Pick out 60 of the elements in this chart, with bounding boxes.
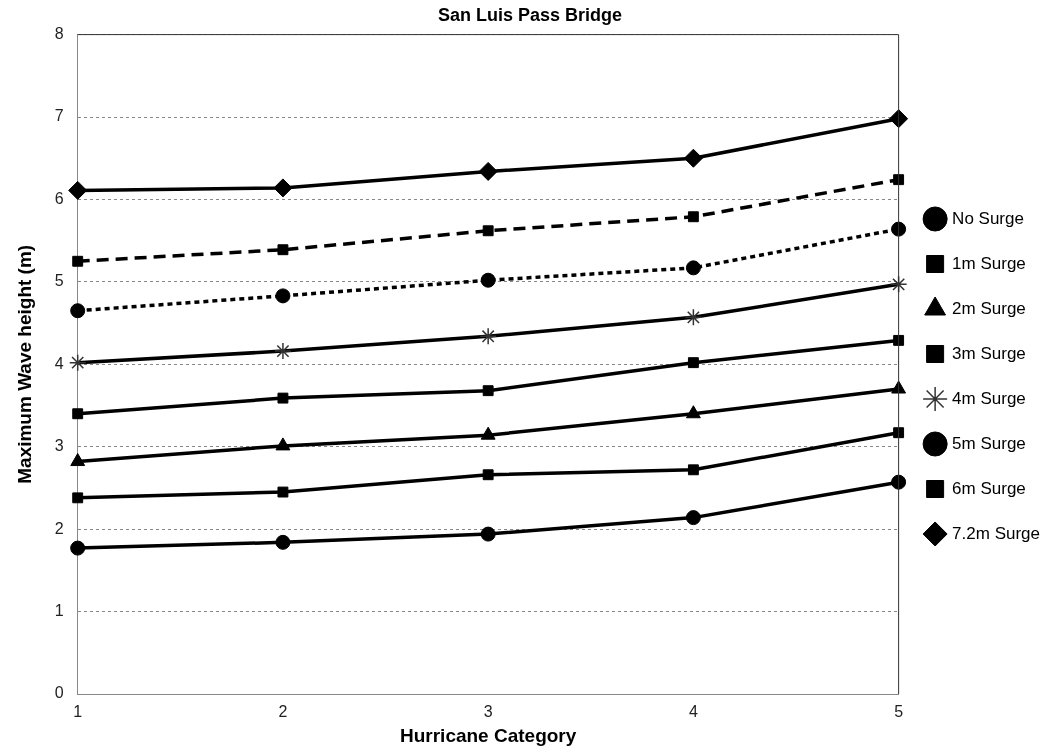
point xyxy=(687,464,699,476)
y-tick-label: 8 xyxy=(54,25,64,43)
legend-label: 2m Surge xyxy=(952,298,1026,318)
point xyxy=(891,380,907,394)
point xyxy=(891,221,907,237)
point xyxy=(685,405,701,419)
point xyxy=(685,260,701,276)
point xyxy=(72,492,84,504)
y-tick-label: 7 xyxy=(54,107,64,125)
y-tick-label: 2 xyxy=(54,519,64,537)
x-tick-label: 4 xyxy=(688,703,698,721)
point xyxy=(72,408,84,420)
point xyxy=(277,392,289,404)
legend-label: 3m Surge xyxy=(952,343,1026,363)
legend-label: 6m Surge xyxy=(952,478,1026,498)
point xyxy=(687,357,699,369)
point xyxy=(482,469,494,481)
y-tick-label: 3 xyxy=(54,437,64,455)
x-tick-label: 5 xyxy=(894,703,904,721)
point xyxy=(275,437,291,451)
point xyxy=(68,180,88,200)
point xyxy=(72,255,84,267)
point xyxy=(275,534,291,550)
point xyxy=(277,244,289,256)
point xyxy=(480,272,496,288)
legend-label: 1m Surge xyxy=(952,253,1026,273)
x-axis-title: Hurricane Category xyxy=(399,724,577,746)
point xyxy=(893,174,905,186)
y-tick-label: 4 xyxy=(54,354,64,372)
y-tick-label: 1 xyxy=(54,601,64,619)
point xyxy=(480,426,496,440)
point xyxy=(889,109,909,129)
y-tick-label: 0 xyxy=(54,684,64,702)
legend-label: No Surge xyxy=(952,208,1024,228)
point xyxy=(478,161,498,181)
point xyxy=(685,510,701,526)
point xyxy=(70,540,86,556)
y-axis-title: Maximum Wave height (m) xyxy=(13,244,35,484)
y-tick-label: 6 xyxy=(54,189,64,207)
chart-title: San Luis Pass Bridge xyxy=(437,4,623,25)
legend-label: 5m Surge xyxy=(952,433,1026,453)
point xyxy=(70,303,86,319)
point xyxy=(893,427,905,439)
x-tick-label: 2 xyxy=(278,703,288,721)
point xyxy=(482,225,494,237)
x-tick-label: 1 xyxy=(73,703,83,721)
point xyxy=(482,385,494,397)
point xyxy=(687,211,699,223)
legend-label: 4m Surge xyxy=(952,388,1026,408)
point xyxy=(277,486,289,498)
point xyxy=(275,288,291,304)
x-tick-label: 3 xyxy=(483,703,493,721)
point xyxy=(273,178,293,198)
point xyxy=(683,148,703,168)
point xyxy=(891,474,907,490)
point xyxy=(70,453,86,467)
y-tick-label: 5 xyxy=(54,272,64,290)
point xyxy=(480,526,496,542)
point xyxy=(893,334,905,346)
legend-label: 7.2m Surge xyxy=(952,523,1041,543)
